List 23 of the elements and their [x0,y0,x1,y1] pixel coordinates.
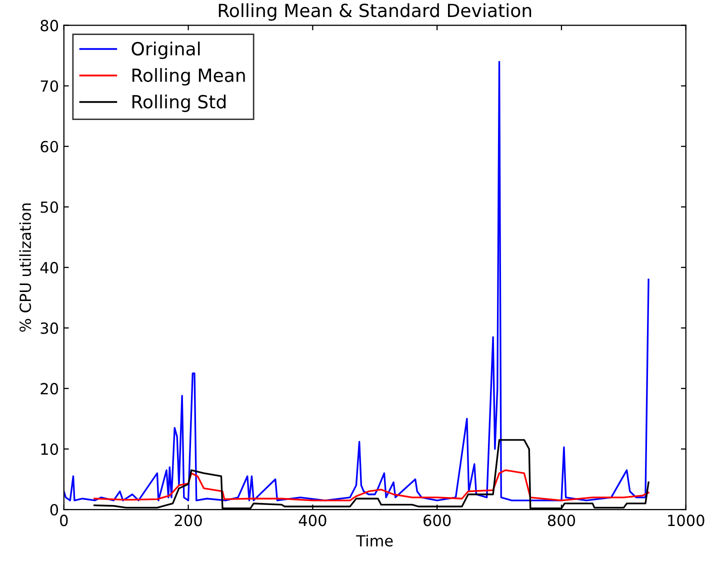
legend-label: Rolling Mean [132,68,245,86]
y-tick-label: 0 [50,504,58,516]
y-tick-label: 70 [40,80,58,92]
x-axis-title: Time [356,534,393,547]
chart-title: Rolling Mean & Standard Deviation [218,3,532,21]
line-series [64,60,650,502]
x-tick-label: 400 [298,514,326,526]
x-tick-label: 1000 [668,514,704,526]
y-axis-title: % CPU utilization [19,204,32,332]
y-tick-label: 60 [40,140,58,152]
y-tick-label: 30 [40,322,58,334]
y-tick-label: 20 [40,382,58,394]
y-tick-label: 10 [41,443,58,456]
legend-label: Original [132,42,200,60]
x-tick-label: 600 [424,514,451,526]
legend-label: Rolling Std [132,94,226,112]
y-tick-label: 50 [40,201,58,213]
x-tick-label: 200 [174,514,202,526]
x-tick-label: 0 [60,514,68,526]
line-series [94,469,650,502]
x-tick-label: 800 [548,514,576,526]
y-tick-label: 80 [40,20,58,32]
y-tick-label: 40 [40,262,58,274]
